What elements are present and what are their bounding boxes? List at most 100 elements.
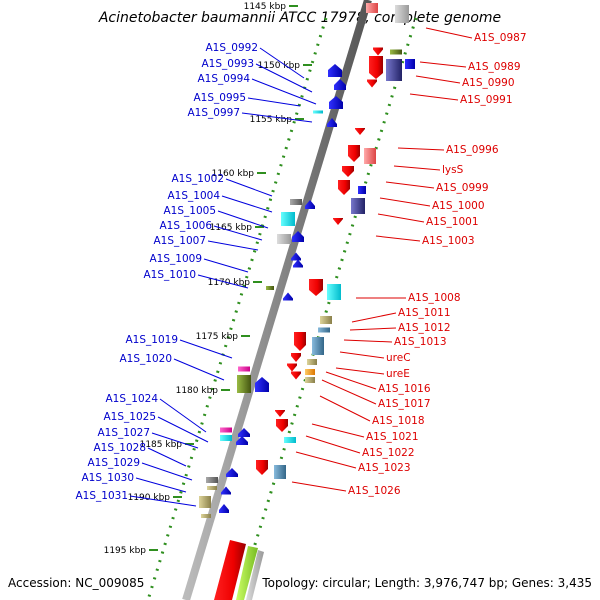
kbp-label: 1150 kbp <box>258 61 301 71</box>
kbp-label: 1190 kbp <box>128 493 171 503</box>
right-gene-label: A1S_1008 <box>408 292 461 304</box>
left-gene-label: A1S_1004 <box>168 190 221 202</box>
leader-line <box>173 358 225 381</box>
leader-line <box>375 235 421 242</box>
forward-gene-block <box>290 199 302 205</box>
leader-line <box>225 178 273 197</box>
leader-line <box>291 481 347 492</box>
forward-gene-arrow <box>236 436 248 445</box>
accession-text: Accession: NC_009085 <box>8 576 144 590</box>
kbp-label: 1155 kbp <box>250 115 293 125</box>
right-gene-label: A1S_1018 <box>372 415 425 427</box>
leader-line <box>251 78 317 105</box>
reverse-gene-block <box>246 550 264 600</box>
forward-gene-arrow <box>238 428 250 437</box>
forward-gene-block <box>207 486 217 490</box>
reverse-gene-block <box>386 59 402 81</box>
forward-gene-arrow <box>283 292 293 301</box>
reverse-gene-block <box>327 284 341 300</box>
left-gene-label: A1S_1019 <box>126 334 179 346</box>
reverse-gene-block <box>274 465 286 479</box>
forward-gene-arrow <box>327 118 337 127</box>
right-gene-label: A1S_0990 <box>462 77 515 89</box>
right-gene-label: A1S_1023 <box>358 462 411 474</box>
forward-gene-block <box>206 477 218 483</box>
leader-line <box>425 27 473 39</box>
left-gene-label: A1S_1020 <box>120 353 173 365</box>
reverse-gene-arrow <box>291 371 301 380</box>
leader-line <box>397 147 445 151</box>
left-track-outline <box>146 17 328 600</box>
forward-gene-arrow <box>255 377 269 392</box>
left-gene-label: A1S_0997 <box>188 107 241 119</box>
reverse-gene-arrow <box>373 47 383 56</box>
forward-gene-arrow <box>329 96 343 109</box>
forward-gene-arrow <box>305 200 315 209</box>
reverse-gene-block <box>358 186 366 194</box>
reverse-gene-block <box>364 148 376 164</box>
kbp-label: 1165 kbp <box>210 223 253 233</box>
left-gene-label: A1S_1028 <box>94 442 147 454</box>
kbp-label: 1180 kbp <box>176 386 219 396</box>
forward-gene-block <box>277 234 291 244</box>
forward-gene-block <box>220 427 232 433</box>
leader-line <box>241 112 313 123</box>
reverse-gene-block <box>320 316 332 324</box>
left-gene-label: A1S_1005 <box>164 205 217 217</box>
right-gene-label: A1S_0996 <box>446 144 499 156</box>
figure-title: Acinetobacter baumannii ATCC 17978, comp… <box>98 10 501 26</box>
reverse-gene-arrow <box>333 218 343 225</box>
forward-gene-block <box>237 375 251 393</box>
forward-gene-arrow <box>334 79 346 90</box>
leader-line <box>305 435 361 454</box>
leader-line <box>335 367 385 375</box>
leader-line <box>409 93 459 101</box>
reverse-gene-block <box>214 540 246 600</box>
right-gene-label: A1S_1000 <box>432 200 485 212</box>
left-gene-label: A1S_1006 <box>160 220 213 232</box>
reverse-gene-block <box>405 59 415 69</box>
label-leader-lines <box>129 27 473 507</box>
right-gene-label: A1S_0999 <box>436 182 489 194</box>
forward-gene-block <box>238 366 250 372</box>
leader-line <box>221 195 273 213</box>
reverse-gene-block <box>366 3 378 13</box>
leader-line <box>197 274 249 289</box>
reverse-gene-arrow <box>256 460 268 475</box>
leader-line <box>135 477 187 493</box>
right-gene-label: A1S_0989 <box>468 61 521 73</box>
reverse-gene-arrow <box>275 410 285 417</box>
left-gene-label: A1S_1025 <box>104 411 157 423</box>
left-gene-label: A1S_1024 <box>106 393 159 405</box>
reverse-gene-block <box>305 369 315 375</box>
right-gene-label: A1S_1003 <box>422 235 475 247</box>
reverse-gene-arrow <box>309 279 323 296</box>
leader-line <box>207 240 259 251</box>
leader-line <box>203 258 249 273</box>
reverse-gene-block <box>305 377 315 383</box>
reverse-gene-block <box>284 437 296 443</box>
topology-text: Topology: circular; Length: 3,976,747 bp… <box>261 576 592 590</box>
gene-features <box>199 3 415 600</box>
forward-gene-block <box>281 212 295 226</box>
leader-line <box>147 447 187 467</box>
forward-gene-block <box>201 514 211 518</box>
left-gene-label: A1S_1002 <box>172 173 225 185</box>
reverse-gene-block <box>236 546 258 600</box>
forward-gene-arrow <box>221 486 231 495</box>
kbp-label: 1160 kbp <box>212 169 255 179</box>
left-gene-label: A1S_1010 <box>144 269 197 281</box>
leader-line <box>247 97 301 107</box>
right-gene-label: A1S_1012 <box>398 322 451 334</box>
reverse-gene-block <box>390 49 402 55</box>
leader-line <box>129 495 197 507</box>
forward-gene-block <box>313 110 323 114</box>
reverse-gene-arrow <box>342 166 354 177</box>
leader-line <box>325 371 377 390</box>
left-gene-label: A1S_0993 <box>202 58 255 70</box>
leader-line <box>159 398 207 433</box>
left-gene-label: A1S_1007 <box>154 235 207 247</box>
leader-line <box>379 197 431 207</box>
